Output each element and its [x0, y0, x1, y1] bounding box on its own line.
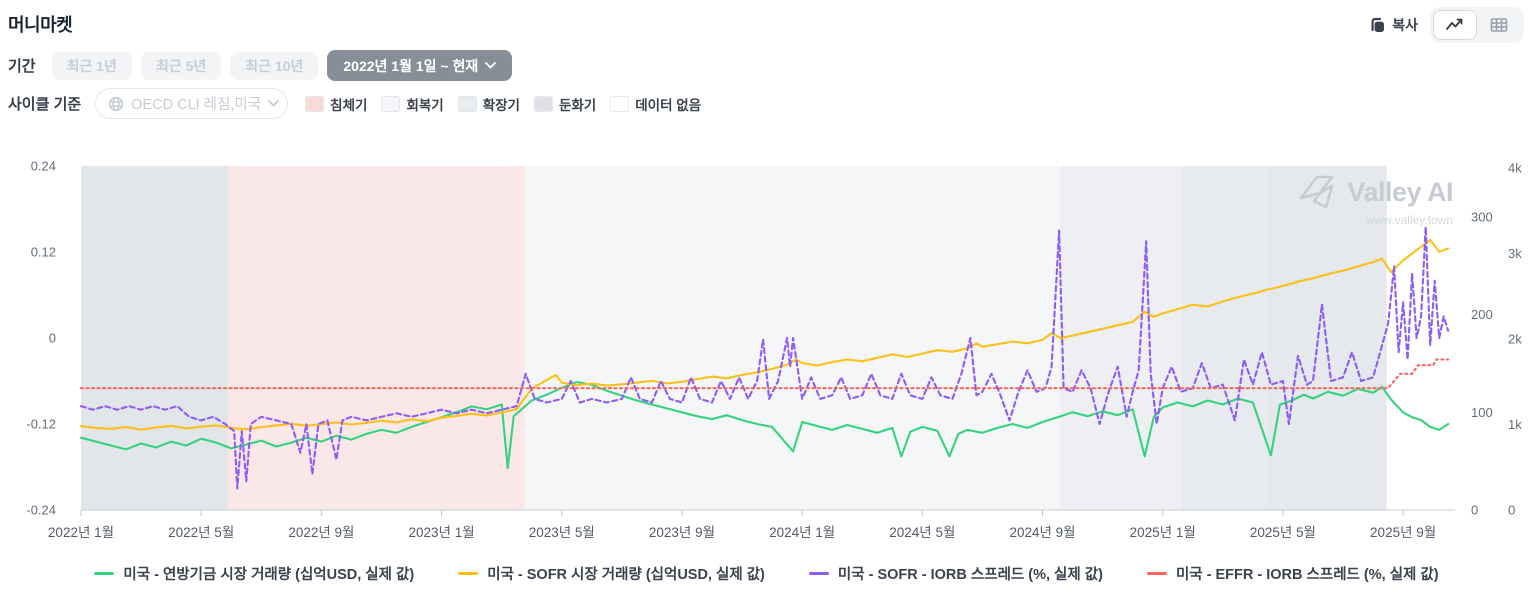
recession-label: 침체기	[330, 97, 368, 113]
copy-icon	[1369, 17, 1386, 34]
view-toggle	[1430, 7, 1524, 43]
slowdown-swatch	[533, 95, 553, 112]
x-tick-label: 2022년 5월	[168, 525, 234, 540]
right-outer-axis-label: 1k	[1508, 417, 1522, 432]
x-tick-label: 2023년 9월	[649, 525, 715, 540]
period-option-10y[interactable]: 최근 10년	[230, 51, 319, 80]
watermark: Valley AI www.valley.town	[1297, 172, 1453, 227]
x-tick-label: 2024년 5월	[889, 525, 955, 540]
cycle-legend-recovery: 회복기	[381, 94, 444, 114]
copy-button[interactable]: 복사	[1369, 15, 1418, 35]
x-tick-label: 2022년 1월	[48, 525, 114, 540]
cycle-band-회복기	[524, 166, 1060, 510]
chevron-down-icon	[268, 100, 279, 107]
cycle-legend-recession: 침체기	[305, 94, 367, 114]
nodata-swatch	[610, 95, 630, 112]
period-option-1y[interactable]: 최근 1년	[51, 51, 132, 80]
period-label: 기간	[8, 58, 36, 75]
right-outer-axis-label: 4k	[1508, 161, 1522, 176]
x-tick-label: 2024년 9월	[1009, 525, 1075, 540]
series-legend: 미국 - 연방기금 시장 거래량 (십억USD, 실제 값) 미국 - SOFR…	[0, 563, 1533, 584]
cycle-label: 사이클 기준	[8, 96, 82, 113]
table-icon	[1490, 17, 1508, 33]
toolbar: 복사	[1369, 7, 1524, 43]
fedfunds-legend-label: 미국 - 연방기금 시장 거래량 (십억USD, 실제 값)	[123, 567, 415, 583]
series-line-2	[79, 225, 1450, 490]
cycle-band-둔화기	[81, 166, 228, 510]
cycle-legend-nodata: 데이터 없음	[610, 94, 701, 114]
table-view-button[interactable]	[1477, 10, 1521, 40]
expansion-swatch	[457, 95, 477, 112]
sofr-iorb-line-swatch	[808, 571, 829, 576]
sofr-volume-legend-label: 미국 - SOFR 시장 거래량 (십억USD, 실제 값)	[487, 567, 765, 583]
valley-ai-logo-icon	[1297, 172, 1339, 212]
left-axis-label: -0.24	[26, 503, 56, 518]
cycle-legend-expansion: 확장기	[457, 94, 520, 114]
effr-iorb-line-swatch	[1146, 571, 1167, 576]
period-selected-button[interactable]: 2022년 1월 1일 ~ 현재	[327, 50, 513, 81]
recovery-label: 회복기	[406, 97, 444, 113]
cycle-band-데이터 없음	[1386, 166, 1453, 510]
line-chart-icon	[1445, 17, 1465, 33]
legend-fedfunds-volume[interactable]: 미국 - 연방기금 시장 거래량 (십억USD, 실제 값)	[94, 563, 414, 584]
cycle-legend-slowdown: 둔화기	[533, 94, 597, 114]
right-outer-axis-label: 3k	[1508, 246, 1522, 261]
left-axis-label: -0.12	[26, 417, 56, 432]
period-row: 기간 최근 1년 최근 5년 최근 10년 2022년 1월 1일 ~ 현재	[8, 50, 521, 81]
recession-swatch	[305, 95, 325, 112]
x-tick-label: 2023년 5월	[529, 525, 595, 540]
cycle-legend: 침체기 회복기 확장기 둔화기 데이터 없음	[305, 94, 701, 114]
slowdown-label: 둔화기	[558, 97, 597, 113]
cycle-band-둔화기	[1267, 166, 1387, 510]
chart-view-button[interactable]	[1433, 10, 1477, 40]
cycle-row: 사이클 기준 OECD CLI 레짐,미국 침체기 회복기 확장기	[8, 88, 701, 119]
watermark-url: www.valley.town	[1365, 213, 1453, 227]
right-inner-axis-label: 100	[1471, 405, 1493, 420]
chevron-down-icon	[485, 62, 497, 69]
period-option-5y[interactable]: 최근 5년	[140, 51, 222, 80]
x-tick-label: 2025년 5월	[1250, 525, 1316, 540]
sofr-iorb-legend-label: 미국 - SOFR - IORB 스프레드 (%, 실제 값)	[837, 567, 1103, 583]
left-axis-label: 0.12	[31, 245, 56, 260]
watermark-brand: Valley AI	[1347, 176, 1453, 207]
x-tick-label: 2022년 9월	[288, 525, 354, 540]
series-line-0	[79, 380, 1450, 470]
series-line-3	[79, 358, 1450, 390]
legend-effr-iorb-spread[interactable]: 미국 - EFFR - IORB 스프레드 (%, 실제 값)	[1146, 563, 1439, 584]
page-title: 머니마켓	[8, 15, 73, 35]
right-outer-axis-label: 2k	[1508, 332, 1522, 347]
legend-sofr-volume[interactable]: 미국 - SOFR 시장 거래량 (십억USD, 실제 값)	[458, 563, 765, 584]
legend-sofr-iorb-spread[interactable]: 미국 - SOFR - IORB 스프레드 (%, 실제 값)	[808, 563, 1103, 584]
recovery-swatch	[381, 95, 401, 112]
right-outer-axis-label: 0	[1508, 503, 1515, 518]
left-axis-label: 0	[49, 331, 56, 346]
expansion-label: 확장기	[482, 97, 520, 113]
right-inner-axis-label: 200	[1471, 307, 1493, 322]
cycle-band-침체기	[227, 166, 525, 510]
cycle-band-확장기	[1059, 166, 1182, 510]
right-inner-axis-label: 300	[1471, 209, 1493, 224]
series-line-1	[79, 238, 1450, 431]
x-tick-label: 2025년 9월	[1370, 525, 1436, 540]
right-inner-axis-label: 0	[1471, 503, 1478, 518]
globe-icon	[108, 96, 124, 112]
cycle-band-둔화기	[1181, 166, 1268, 510]
copy-label: 복사	[1392, 17, 1418, 33]
nodata-label: 데이터 없음	[635, 97, 702, 113]
cycle-basis-dropdown[interactable]: OECD CLI 레짐,미국	[95, 88, 289, 119]
left-axis-label: 0.24	[31, 159, 56, 174]
x-tick-label: 2025년 1월	[1130, 525, 1196, 540]
effr-iorb-legend-label: 미국 - EFFR - IORB 스프레드 (%, 실제 값)	[1175, 567, 1439, 583]
x-tick-label: 2023년 1월	[409, 525, 475, 540]
cycle-basis-value: OECD CLI 레짐,미국	[131, 97, 262, 113]
sofr-volume-line-swatch	[458, 571, 479, 576]
fedfunds-line-swatch	[94, 571, 115, 576]
x-tick-label: 2024년 1월	[769, 525, 835, 540]
period-selected-label: 2022년 1월 1일 ~ 현재	[343, 57, 479, 74]
